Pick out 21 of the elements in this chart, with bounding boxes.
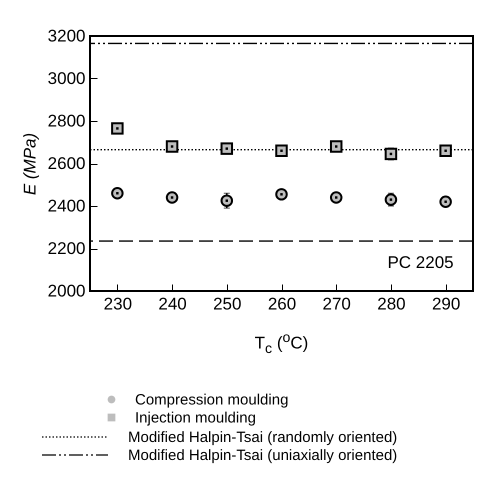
x-tick-label: 270 xyxy=(322,294,351,314)
y-tick-label: 2400 xyxy=(48,196,86,216)
y-tick-label: 3000 xyxy=(48,69,86,88)
x-tick-label: 260 xyxy=(268,294,296,314)
legend-label: Injection moulding xyxy=(135,410,256,426)
legend-label: Modified Halpin-Tsai (uniaxially oriented) xyxy=(128,447,398,464)
y-axis-title: E (MPa) xyxy=(20,132,40,196)
y-tick-label: 2200 xyxy=(48,239,86,258)
x-tick-label: 290 xyxy=(432,294,460,314)
x-tick-label: 280 xyxy=(377,294,406,314)
x-tick-label: 250 xyxy=(213,294,242,314)
y-tick-label: 3200 xyxy=(48,26,86,46)
legend-label: Compression moulding xyxy=(135,392,288,408)
y-tick-label: 2800 xyxy=(48,112,86,130)
x-tick-label: 240 xyxy=(158,294,187,314)
x-axis-title: T$_{c}$ ($^{o}$C) xyxy=(254,330,310,358)
x-tick-label: 230 xyxy=(104,294,132,314)
legend-label: Modified Halpin-Tsai (randomly oriented) xyxy=(128,429,398,446)
y-tick-label: 2600 xyxy=(48,154,86,173)
y-tick-label: 2000 xyxy=(48,282,86,300)
annotation: PC 2205 xyxy=(387,253,454,272)
